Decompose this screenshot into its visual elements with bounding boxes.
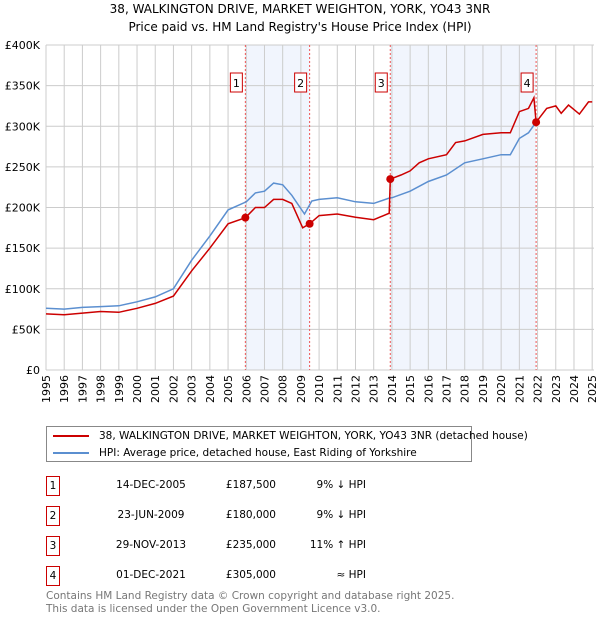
x-tick-label: 2024 — [568, 375, 581, 403]
sale-point — [532, 118, 541, 127]
x-tick-label: 2005 — [222, 375, 235, 403]
x-tick-label: 2009 — [295, 375, 308, 403]
sale-number-badge: 3 — [46, 536, 60, 556]
y-tick-label: £150K — [5, 242, 41, 255]
sale-number-badge: 1 — [46, 476, 60, 496]
chart-title: 38, WALKINGTON DRIVE, MARKET WEIGHTON, Y… — [109, 2, 491, 16]
x-tick-label: 1999 — [113, 375, 126, 403]
sale-label-number: 1 — [233, 77, 240, 90]
legend-swatch-red — [53, 435, 89, 437]
sale-point — [305, 219, 314, 228]
x-tick-label: 2006 — [240, 375, 253, 403]
sale-row: 2 23-JUN-2009 £180,000 9% ↓ HPI — [46, 506, 446, 526]
legend-label: 38, WALKINGTON DRIVE, MARKET WEIGHTON, Y… — [99, 430, 528, 442]
sale-date: 14-DEC-2005 — [116, 479, 186, 491]
x-tick-label: 2016 — [422, 375, 435, 403]
sale-label-box — [374, 72, 388, 93]
x-tick-label: 2015 — [404, 375, 417, 403]
x-tick-label: 2000 — [131, 375, 144, 403]
sale-hpi-compare: 11% ↑ HPI — [309, 539, 366, 551]
x-tick-label: 2021 — [513, 375, 526, 403]
sale-label-number: 3 — [378, 77, 385, 90]
x-tick-label: 1996 — [58, 375, 71, 403]
sale-label-number: 4 — [524, 77, 531, 90]
sale-row: 1 14-DEC-2005 £187,500 9% ↓ HPI — [46, 476, 446, 496]
legend-label: HPI: Average price, detached house, East… — [99, 447, 417, 459]
property-price-line — [45, 95, 593, 316]
sale-hpi-compare: 9% ↓ HPI — [316, 509, 366, 521]
sale-point — [241, 213, 250, 222]
x-tick-label: 2014 — [386, 375, 399, 403]
price-chart: 1995 1996 1997 1998 1999 2000 2001 2002 2003 2004… — [5, 39, 599, 403]
sale-hpi-compare: 9% ↓ HPI — [316, 479, 366, 491]
x-tick-label: 2008 — [277, 375, 290, 403]
x-tick-label: 1997 — [76, 375, 89, 403]
x-tick-label: 2010 — [313, 375, 326, 403]
y-tick-label: £50K — [12, 323, 41, 336]
x-tick-label: 2020 — [495, 375, 508, 403]
x-tick-label: 2012 — [350, 375, 363, 403]
x-tick-label: 2019 — [477, 375, 490, 403]
sale-date: 29-NOV-2013 — [115, 539, 187, 551]
x-tick-label: 2002 — [167, 375, 180, 403]
legend-item-property: 38, WALKINGTON DRIVE, MARKET WEIGHTON, Y… — [53, 428, 528, 444]
x-tick-label: 2022 — [532, 375, 545, 403]
x-tick-label: 2007 — [258, 375, 271, 403]
sale-label-number: 2 — [297, 77, 304, 90]
x-tick-label: 1995 — [40, 375, 53, 403]
sale-label-box — [520, 72, 534, 93]
hpi-line — [45, 121, 537, 310]
x-tick-label: 2018 — [459, 375, 472, 403]
x-tick-label: 2017 — [441, 375, 454, 403]
x-tick-label: 2025 — [586, 375, 599, 403]
y-tick-label: £200K — [5, 202, 41, 215]
sale-number-badge: 2 — [46, 506, 60, 526]
sale-label-box — [229, 72, 243, 93]
x-tick-label: 2013 — [368, 375, 381, 403]
sale-row: 3 29-NOV-2013 £235,000 11% ↑ HPI — [46, 536, 446, 556]
sale-price: £305,000 — [225, 569, 276, 581]
y-tick-label: £350K — [5, 80, 41, 93]
x-tick-label: 2023 — [550, 375, 563, 403]
chart-subtitle: Price paid vs. HM Land Registry's House … — [128, 20, 472, 34]
y-tick-label: £0 — [26, 364, 40, 377]
y-tick-label: £300K — [5, 120, 41, 133]
footer-copyright: Contains HM Land Registry data © Crown c… — [46, 590, 455, 602]
y-tick-label: £400K — [5, 39, 41, 52]
sale-hpi-compare: ≈ HPI — [336, 569, 366, 581]
x-tick-label: 2003 — [186, 375, 199, 403]
sale-price: £180,000 — [225, 509, 276, 521]
y-tick-label: £250K — [5, 161, 41, 174]
sale-date: 01-DEC-2021 — [116, 569, 186, 581]
sale-label-box — [294, 72, 308, 93]
sale-date: 23-JUN-2009 — [117, 509, 185, 521]
sale-price: £187,500 — [225, 479, 276, 491]
x-tick-label: 2001 — [149, 375, 162, 403]
x-tick-label: 2004 — [204, 375, 217, 403]
sale-number-badge: 4 — [46, 566, 60, 586]
sale-price: £235,000 — [225, 539, 276, 551]
x-tick-label: 2011 — [331, 375, 344, 403]
legend-item-hpi: HPI: Average price, detached house, East… — [53, 445, 417, 461]
legend-swatch-blue — [53, 452, 89, 454]
sale-row: 4 01-DEC-2021 £305,000 ≈ HPI — [46, 566, 446, 586]
y-tick-label: £100K — [5, 283, 41, 296]
legend: 38, WALKINGTON DRIVE, MARKET WEIGHTON, Y… — [46, 426, 528, 462]
footer-licence: This data is licensed under the Open Gov… — [46, 603, 381, 615]
sale-point — [386, 175, 395, 184]
x-tick-label: 1998 — [95, 375, 108, 403]
